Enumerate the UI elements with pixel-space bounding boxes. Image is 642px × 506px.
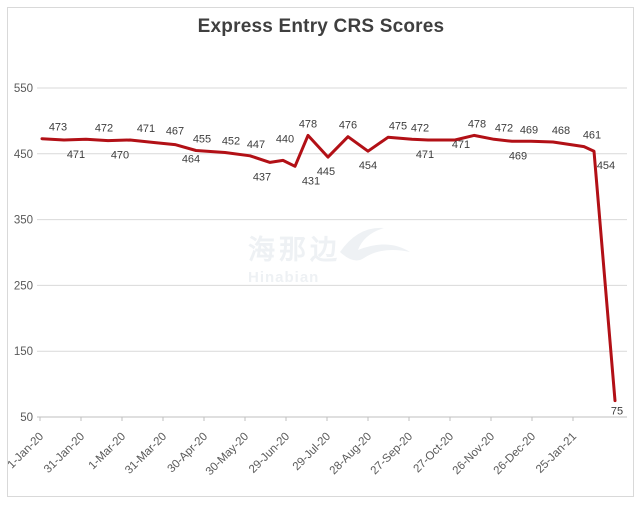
data-point-label: 75 (611, 406, 623, 418)
y-tick-label: 450 (14, 149, 33, 161)
x-tick-label: 1-Jan-20 (6, 431, 47, 472)
watermark-latin-text: Hinabian (248, 269, 320, 286)
data-point-label: 472 (495, 122, 513, 134)
data-point-label: 471 (67, 149, 85, 161)
data-point-label: 437 (253, 171, 271, 183)
data-point-label: 472 (95, 122, 113, 134)
x-tick-label: 27-Sep-20 (369, 431, 415, 477)
chart-frame (7, 7, 634, 497)
data-point-label: 461 (583, 130, 601, 142)
data-point-label: 464 (182, 154, 200, 166)
data-point-label: 452 (222, 135, 240, 147)
x-tick-label: 31-Jan-20 (42, 431, 87, 476)
data-point-label: 478 (468, 118, 486, 130)
data-point-label: 473 (49, 122, 67, 134)
x-tick-label: 1-Mar-20 (87, 431, 128, 472)
x-tick-label: 29-Jun-20 (247, 431, 292, 476)
data-point-label: 476 (339, 120, 357, 132)
x-tick-label: 31-Mar-20 (123, 431, 169, 477)
watermark: 海那边 Hinabian (248, 228, 341, 286)
data-point-label: 471 (452, 139, 470, 151)
data-point-label: 470 (111, 150, 129, 162)
watermark-logo-icon (340, 227, 410, 261)
data-point-label: 454 (597, 160, 615, 172)
y-tick-label: 150 (14, 346, 33, 358)
data-point-label: 445 (317, 166, 335, 178)
x-tick-label: 26-Nov-20 (451, 431, 497, 477)
x-tick-label: 29-Jul-20 (291, 431, 333, 473)
data-point-label: 431 (302, 175, 320, 187)
y-tick-label: 550 (14, 83, 33, 95)
data-point-label: 475 (389, 120, 407, 132)
x-tick-label: 25-Jan-21 (534, 431, 579, 476)
data-point-label: 455 (193, 134, 211, 146)
y-tick-label: 250 (14, 280, 33, 292)
data-point-label: 440 (276, 133, 294, 145)
data-point-label: 469 (520, 124, 538, 136)
watermark-chinese-text: 海那边 (248, 235, 341, 265)
y-tick-label: 350 (14, 215, 33, 227)
data-point-label: 468 (552, 125, 570, 137)
data-point-label: 447 (247, 139, 265, 151)
data-point-label: 467 (166, 126, 184, 138)
chart-title: Express Entry CRS Scores (197, 16, 445, 37)
data-point-label: 469 (509, 150, 527, 162)
data-point-label: 454 (359, 160, 377, 172)
data-point-label: 471 (416, 149, 434, 161)
x-tick-label: 28-Aug-20 (328, 431, 374, 477)
data-point-label: 471 (137, 123, 155, 135)
data-point-label: 478 (299, 118, 317, 130)
x-tick-label: 30-May-20 (204, 431, 251, 478)
data-series-line (40, 133, 617, 403)
data-point-label: 472 (411, 122, 429, 134)
y-tick-label: 50 (20, 412, 33, 424)
x-tick-label: 26-Dec-20 (492, 431, 538, 477)
